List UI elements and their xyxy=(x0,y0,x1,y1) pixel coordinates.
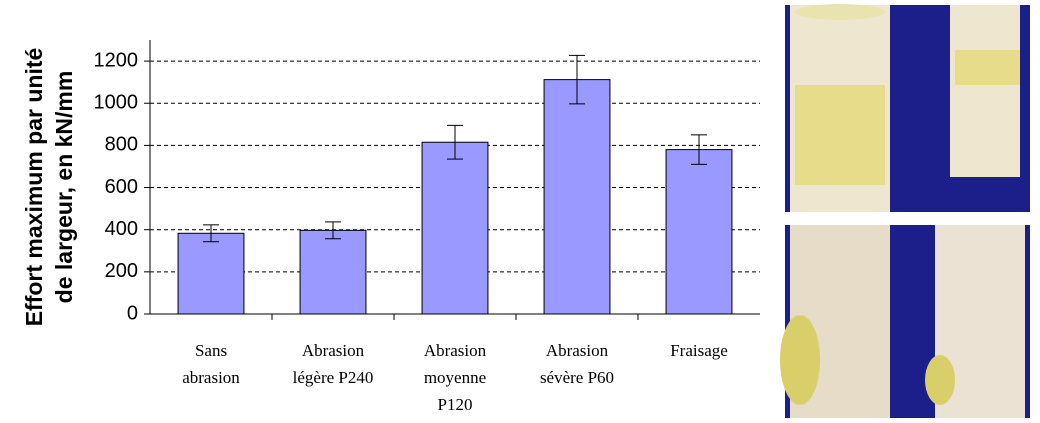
y-tick-label: 600 xyxy=(105,176,138,198)
error-bar xyxy=(569,54,585,105)
bar xyxy=(543,79,611,315)
x-tick-label: sévère P60 xyxy=(540,368,614,387)
error-bar xyxy=(691,134,707,165)
y-tick-label: 800 xyxy=(105,134,138,156)
x-tick-label: Abrasion xyxy=(302,341,365,360)
x-tick-label: légère P240 xyxy=(293,368,374,387)
x-tick-label: Fraisage xyxy=(670,341,728,360)
photo-top xyxy=(785,4,1030,212)
error-bar xyxy=(325,221,341,240)
bar xyxy=(177,232,245,315)
bar xyxy=(421,141,489,315)
y-tick-label: 1000 xyxy=(94,92,139,114)
x-tick-label: Abrasion xyxy=(546,341,609,360)
y-tick-label: 200 xyxy=(105,260,138,282)
y-axis-label: Effort maximum par unité xyxy=(21,48,47,327)
x-tick-label: abrasion xyxy=(182,368,240,387)
error-bar xyxy=(203,224,219,243)
y-tick-label: 0 xyxy=(127,302,138,324)
x-tick-label: Sans xyxy=(195,341,227,360)
error-bar xyxy=(447,124,463,160)
x-tick-label: moyenne xyxy=(424,368,486,387)
y-tick-label: 1200 xyxy=(94,49,139,71)
bar xyxy=(299,229,367,315)
x-tick-label: Abrasion xyxy=(424,341,487,360)
y-axis-label: de largeur, en kN/mm xyxy=(51,71,77,304)
bar xyxy=(665,149,733,315)
x-tick-label: P120 xyxy=(438,395,473,414)
photo-bottom xyxy=(780,225,1030,418)
y-tick-label: 400 xyxy=(105,218,138,240)
